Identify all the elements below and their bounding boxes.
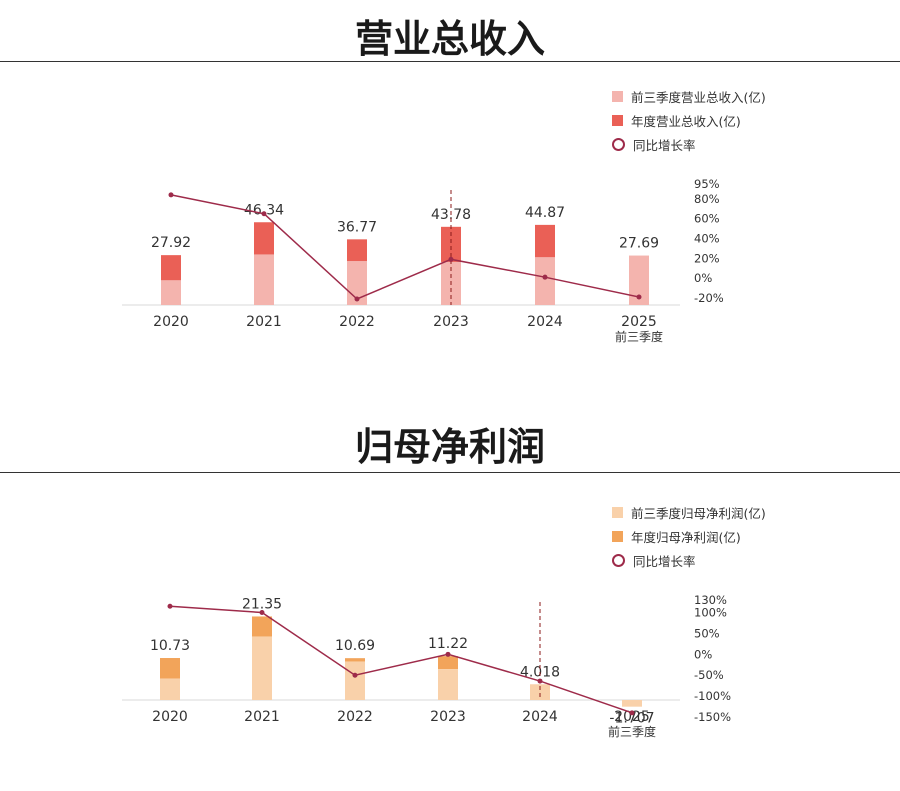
profit-chart-title: 归母净利润: [354, 425, 545, 469]
profit-data-label: -1.707: [609, 711, 654, 727]
legend-label-revenue-annual: 年度营业总收入(亿): [631, 113, 741, 129]
legend-swatch-profit-annual: [612, 530, 623, 542]
profit-y2-tick-label: 0%: [694, 647, 712, 661]
profit-bar-annual: [160, 658, 180, 679]
revenue-bar-annual: [347, 239, 367, 262]
profit-x-tick-label: 2023: [430, 709, 466, 725]
profit-y2-tick-label: -100%: [694, 689, 731, 703]
legend-swatch-revenue-q3: [612, 90, 623, 102]
legend-swatch-profit-q3: [612, 506, 623, 518]
revenue-y2-tick-label: 0%: [694, 271, 712, 285]
profit-growth-line: [169, 605, 633, 714]
revenue-data-label: 44.87: [525, 205, 565, 221]
revenue-title-rule: [0, 61, 900, 62]
revenue-plot: 95%80% 60% 40% 20% 0% -20% 27.92 2020 46.34 2021 3…: [122, 177, 724, 344]
revenue-bar-annual: [441, 226, 461, 262]
legend-item-revenue-growth[interactable]: 同比增长率: [612, 132, 766, 156]
profit-bar-q3: [622, 700, 642, 707]
profit-bar-q3: [160, 678, 180, 700]
legend-item-profit-growth[interactable]: 同比增长率: [612, 548, 766, 572]
profit-data-label: 10.73: [150, 638, 190, 654]
legend-swatch-revenue-annual: [612, 114, 623, 126]
revenue-growth-point: [354, 296, 360, 302]
profit-growth-point: [445, 651, 451, 657]
profit-plot: 130%100% 50% 0% -50% -100% -150% 10.73 2020 21.3…: [122, 593, 731, 739]
profit-bar-q3: [345, 661, 365, 700]
revenue-x-tick-label: 2020: [153, 314, 189, 330]
revenue-bar-q3: [161, 280, 181, 305]
revenue-legend: 前三季度营业总收入(亿) 年度营业总收入(亿) 同比增长率: [612, 84, 766, 156]
revenue-x-tick-label: 2021: [246, 314, 282, 330]
legend-label-profit-growth: 同比增长率: [633, 553, 696, 569]
profit-growth-point: [352, 672, 358, 678]
profit-y2-tick-label: -50%: [694, 668, 724, 682]
legend-swatch-profit-growth: [612, 553, 625, 567]
profit-growth-point: [167, 603, 173, 609]
revenue-x-tick-sublabel: 前三季度: [615, 329, 663, 344]
revenue-y2-tick-label: 20%: [694, 251, 720, 265]
revenue-growth-point: [636, 294, 642, 300]
revenue-x-tick-label: 2023: [433, 314, 469, 330]
revenue-x-tick-label: 2022: [339, 314, 375, 330]
revenue-data-label: 36.77: [337, 219, 377, 235]
revenue-chart-title: 营业总收入: [354, 17, 545, 61]
legend-label-profit-q3: 前三季度归母净利润(亿): [631, 505, 766, 521]
profit-growth-point: [259, 610, 265, 616]
revenue-growth-point: [168, 192, 174, 198]
profit-x-tick-label: 2021: [244, 709, 280, 725]
profit-bar-q3: [530, 684, 550, 700]
revenue-y2-tick-label: 60%: [694, 212, 720, 226]
profit-data-label: 10.69: [335, 638, 375, 654]
profit-x-tick-sublabel: 前三季度: [608, 724, 656, 739]
profit-bar-annual: [438, 656, 458, 670]
revenue-growth-line: [170, 194, 640, 300]
profit-x-tick-label: 2020: [152, 709, 188, 725]
revenue-bar-q3: [629, 255, 649, 305]
legend-item-profit-q3[interactable]: 前三季度归母净利润(亿): [612, 500, 766, 524]
revenue-y2-tick-label: 95%: [694, 177, 720, 191]
legend-label-revenue-growth: 同比增长率: [633, 137, 696, 153]
revenue-bar-q3: [535, 257, 555, 305]
revenue-growth-point: [542, 274, 548, 280]
profit-bar-q3: [438, 669, 458, 700]
revenue-bar-q3: [254, 254, 274, 305]
legend-label-profit-annual: 年度归母净利润(亿): [631, 529, 741, 545]
profit-bar-annual: [252, 616, 272, 637]
legend-item-profit-annual[interactable]: 年度归母净利润(亿): [612, 524, 766, 548]
profit-y2-tick-label: 130%: [694, 593, 727, 607]
profit-y2-tick-label: -150%: [694, 710, 731, 724]
revenue-x-tick-label: 2025: [621, 314, 657, 330]
profit-x-tick-label: 2022: [337, 709, 373, 725]
profit-growth-point: [537, 678, 543, 684]
revenue-y2-tick-label: -20%: [694, 291, 724, 305]
legend-label-revenue-q3: 前三季度营业总收入(亿): [631, 89, 766, 105]
profit-bar-q3: [252, 636, 272, 700]
revenue-data-label: 46.34: [244, 202, 284, 218]
revenue-bar-annual: [254, 222, 274, 255]
profit-title-rule: [0, 472, 900, 473]
revenue-growth-point: [448, 256, 454, 262]
revenue-y2-tick-label: 40%: [694, 232, 720, 246]
profit-x-tick-label: 2025: [614, 709, 650, 725]
profit-data-label: 11.22: [428, 636, 468, 652]
profit-y2-tick-label: 100%: [694, 606, 727, 620]
legend-item-revenue-annual[interactable]: 年度营业总收入(亿): [612, 108, 766, 132]
profit-x-tick-label: 2024: [522, 709, 558, 725]
profit-legend: 前三季度归母净利润(亿) 年度归母净利润(亿) 同比增长率: [612, 500, 766, 572]
profit-growth-point: [629, 710, 635, 716]
profit-bar-annual: [345, 658, 365, 662]
profit-data-label: 21.35: [242, 596, 282, 612]
revenue-bar-annual: [161, 255, 181, 281]
revenue-data-label: 27.69: [619, 236, 659, 252]
profit-y2-tick-label: 50%: [694, 626, 720, 640]
revenue-data-label: 27.92: [151, 235, 191, 251]
revenue-x-tick-label: 2024: [527, 314, 563, 330]
revenue-growth-point: [261, 211, 267, 217]
legend-item-revenue-q3[interactable]: 前三季度营业总收入(亿): [612, 84, 766, 108]
revenue-y2-tick-label: 80%: [694, 192, 720, 206]
revenue-bar-annual: [535, 224, 555, 258]
legend-swatch-revenue-growth: [612, 137, 625, 151]
